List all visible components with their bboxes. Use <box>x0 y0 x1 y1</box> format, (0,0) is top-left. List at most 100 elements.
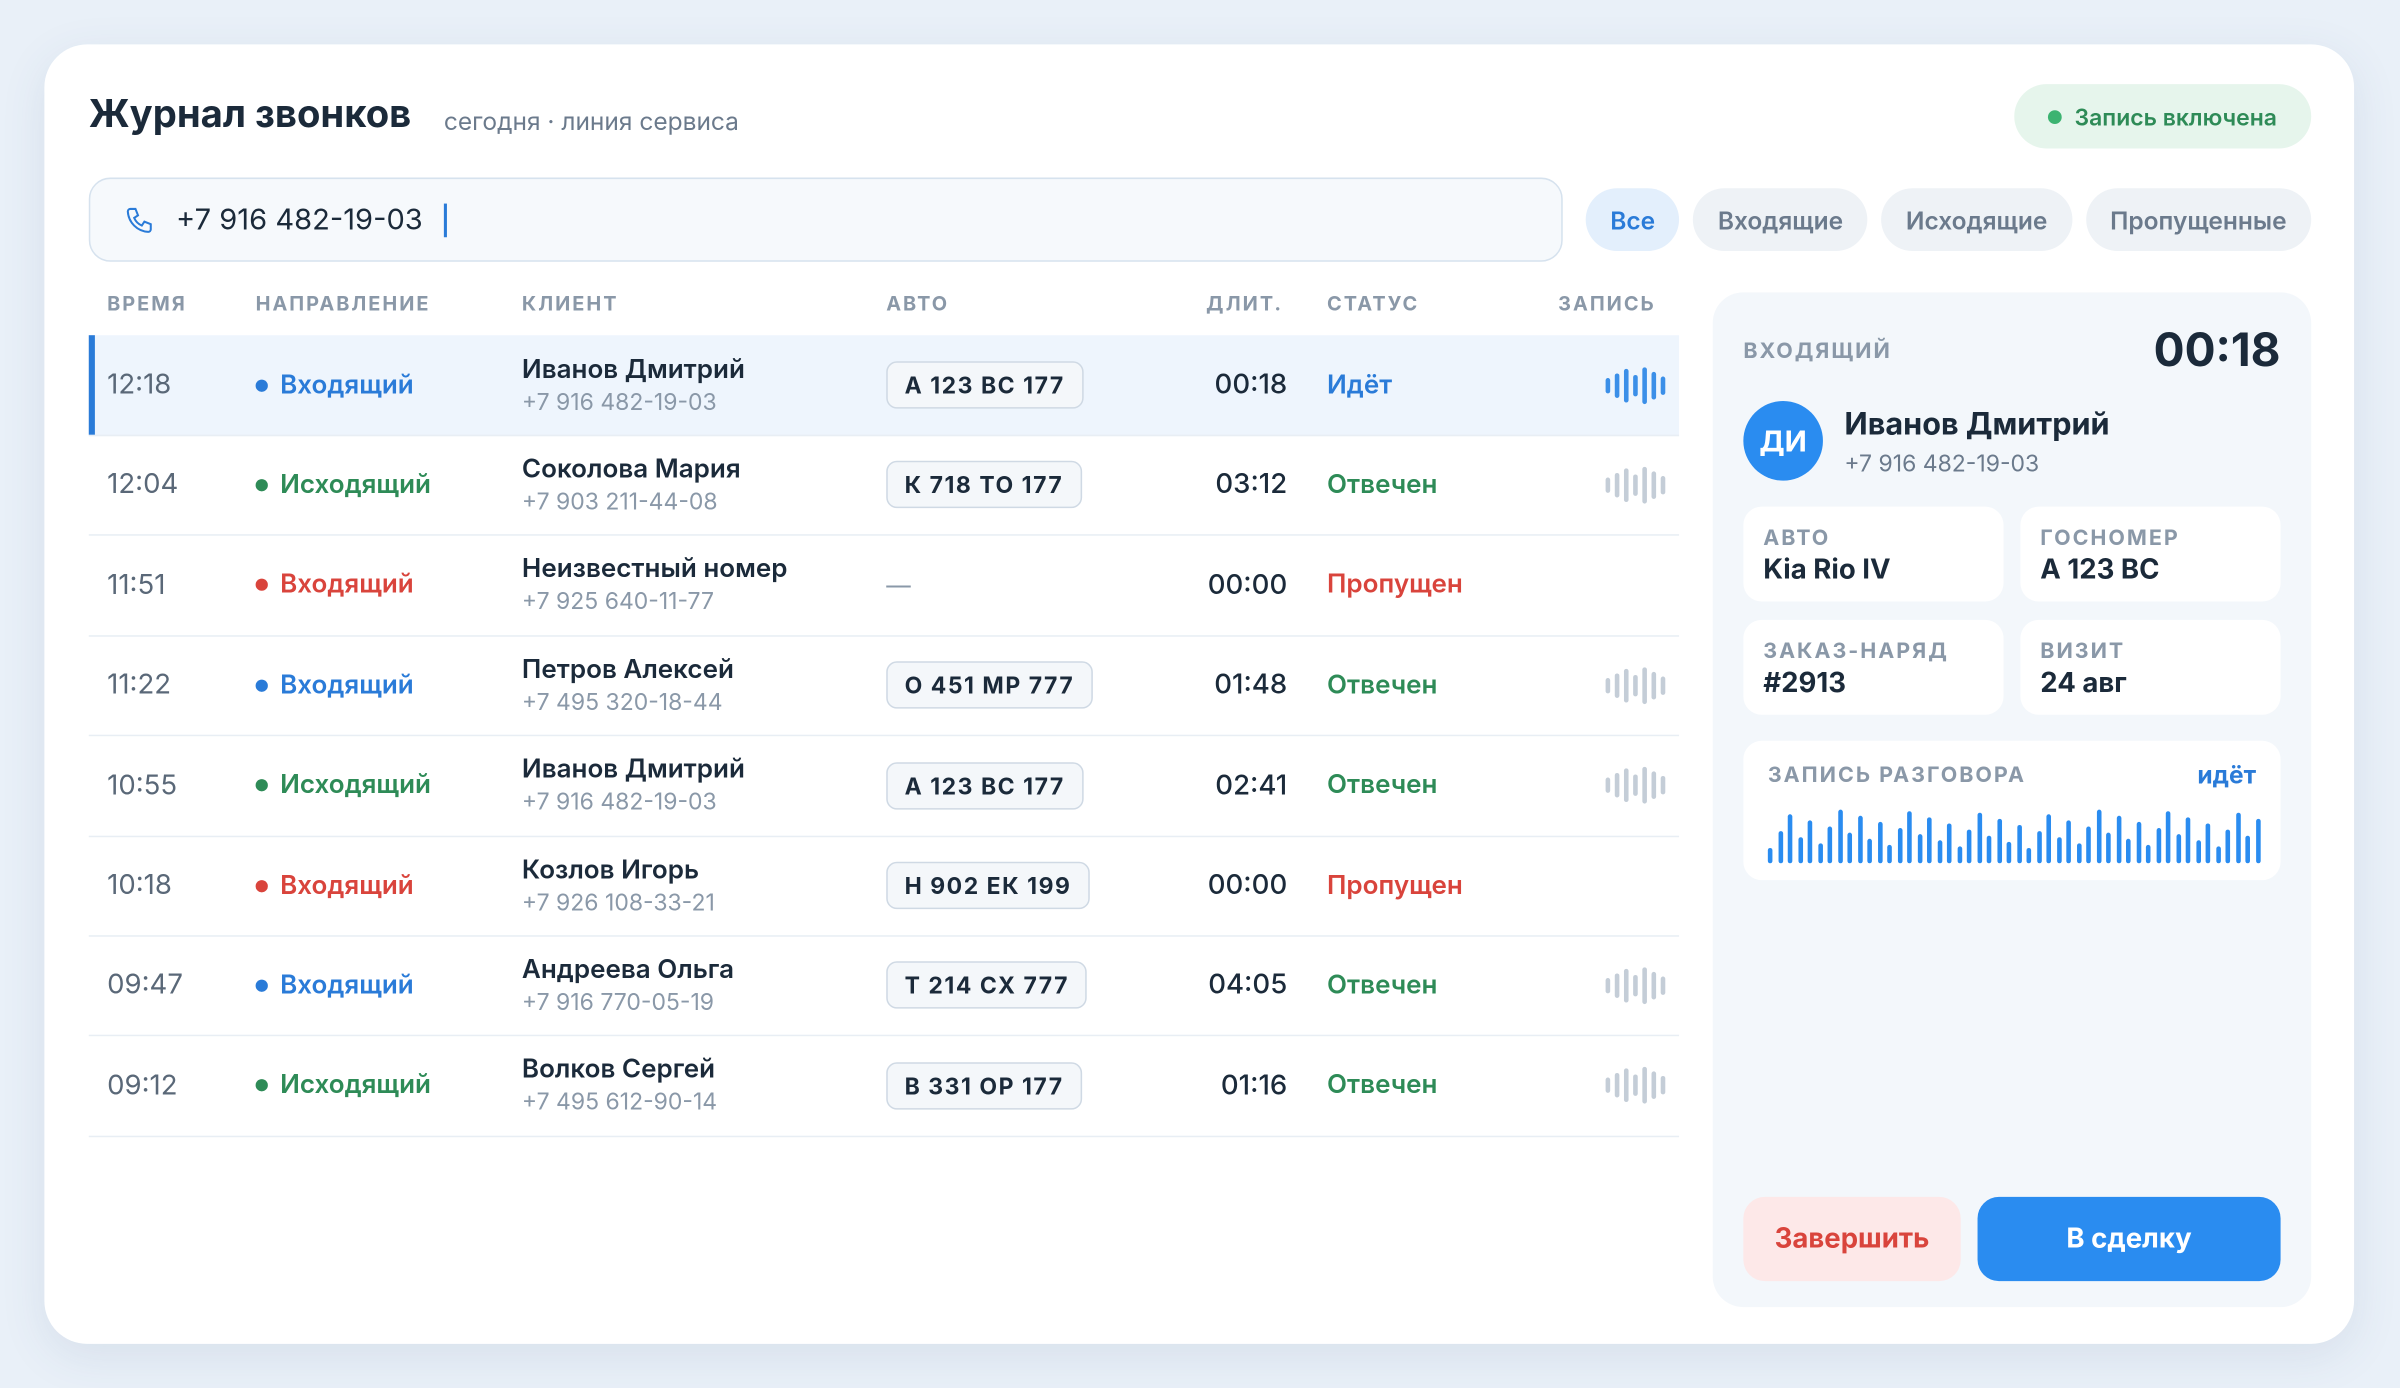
direction: Входящий <box>255 335 414 434</box>
call-row[interactable]: 10:18 Входящий Козлов Игорь +7 926 108-33-2… <box>88 836 1680 937</box>
direction: Входящий <box>255 936 414 1035</box>
wave-bar <box>1633 1074 1638 1097</box>
wave-bar <box>1651 471 1657 499</box>
wave-bar <box>2235 812 2241 864</box>
duration: 04:05 <box>1208 969 1288 1002</box>
recording-icon[interactable] <box>1605 635 1666 734</box>
wave-bar <box>1651 771 1657 800</box>
wave-bar <box>1817 843 1823 864</box>
recording-icon[interactable] <box>1605 335 1666 434</box>
time: 09:47 <box>107 969 183 1002</box>
detail-phone: +7 916 482-19-03 <box>1844 448 2040 478</box>
wave-bar <box>1633 674 1638 696</box>
call-row[interactable]: 11:51 Входящий Неизвестный номер +7 925 640… <box>88 535 1680 637</box>
wave-bar <box>1623 968 1629 1003</box>
wave-bar <box>1807 820 1813 864</box>
field-label: ЗАКАЗ-НАРЯД <box>1763 638 1949 665</box>
wave-bar <box>1605 677 1611 693</box>
subtitle: сегодня · линия сервиса <box>443 105 739 137</box>
recording-icon[interactable] <box>1605 736 1666 835</box>
title: Журнал звонков <box>88 91 412 138</box>
client-name: Волков Сергей <box>521 1055 716 1086</box>
direction: Исходящий <box>255 736 431 835</box>
wave-bar <box>1956 846 1962 864</box>
wave-bar <box>1837 809 1843 864</box>
wave-bar <box>1623 368 1629 402</box>
wave-bar <box>1605 777 1611 793</box>
call-row[interactable]: 09:12 Исходящий Волков Сергей +7 495 612-90… <box>88 1036 1680 1137</box>
client-name: Иванов Дмитрий <box>521 754 745 786</box>
wave-bar <box>2006 841 2012 864</box>
search[interactable]: +7 916 482-19-03 <box>88 177 1563 262</box>
client-phone: +7 926 108-33-21 <box>521 886 715 917</box>
direction-text: Исходящий <box>280 770 431 801</box>
detail-timer: 00:18 <box>2153 322 2281 379</box>
wave-bar <box>1614 472 1620 498</box>
waveform <box>1767 802 2260 864</box>
wave-bar <box>2215 846 2221 864</box>
detail-direction: ВХОДЯЩИЙ <box>1743 338 1892 365</box>
client: Соколова Мария +7 903 211-44-08 <box>522 435 741 534</box>
end-button[interactable]: Завершить <box>1743 1196 1961 1282</box>
client-phone: +7 925 640-11-77 <box>521 586 715 616</box>
status: Пропущен <box>1327 870 1463 901</box>
time: 10:18 <box>107 869 172 902</box>
time: 10:55 <box>107 769 178 802</box>
direction-dot <box>255 579 268 592</box>
client-name: Иванов Дмитрий <box>521 354 745 385</box>
recording-icon[interactable] <box>1605 1036 1666 1135</box>
wave-bar <box>1917 834 1922 864</box>
filter-pill[interactable]: Пропущенные <box>2085 188 2312 252</box>
wave-bar <box>2116 815 2121 864</box>
filter-pill[interactable]: Входящие <box>1693 188 1868 252</box>
plate: Н 902 ЕК 199 <box>886 861 1090 910</box>
plate: В 331 ОР 177 <box>886 1061 1082 1110</box>
wave-bar <box>2106 832 2111 864</box>
field-value: 24 авг <box>2040 667 2127 700</box>
filter-pill[interactable]: Все <box>1585 188 1680 252</box>
wave-bar <box>1614 672 1620 698</box>
recording-icon[interactable] <box>1605 435 1666 534</box>
wave-bar <box>1946 823 1952 864</box>
wave-bar <box>1633 474 1638 496</box>
wave-bar <box>1642 666 1647 704</box>
deal-button[interactable]: В сделку <box>1977 1196 2281 1282</box>
direction-dot <box>255 378 268 392</box>
wave-bar <box>1907 811 1912 864</box>
time: 11:22 <box>107 669 172 702</box>
client: Андреева Ольга +7 916 770-05-19 <box>522 936 734 1035</box>
call-row[interactable]: 09:47 Входящий Андреева Ольга +7 916 770-05… <box>88 936 1680 1037</box>
car: А 123 ВС 177 <box>886 736 1084 835</box>
car: О 451 МР 777 <box>886 635 1093 734</box>
wave-bar <box>1660 776 1666 795</box>
client-phone: +7 903 211-44-08 <box>521 486 718 516</box>
direction: Исходящий <box>255 1036 431 1135</box>
detail-name: Иванов Дмитрий <box>1844 405 2110 443</box>
wave-bar <box>1614 372 1620 398</box>
client-name: Неизвестный номер <box>521 554 788 586</box>
time: 11:51 <box>107 569 166 602</box>
call-row[interactable]: 10:55 Исходящий Иванов Дмитрий +7 916 482-1… <box>88 736 1680 837</box>
call-row[interactable]: 12:04 Исходящий Соколова Мария +7 903 211-4… <box>88 435 1680 537</box>
wave-bar <box>1767 847 1773 864</box>
duration: 02:41 <box>1215 769 1288 802</box>
wave-bar <box>1857 815 1862 864</box>
direction-text: Исходящий <box>280 1070 431 1101</box>
wave-bar <box>1633 374 1638 396</box>
wave-bar <box>1623 1068 1629 1103</box>
column-header: ВРЕМЯ <box>107 292 187 317</box>
client-phone: +7 495 320-18-44 <box>521 686 723 716</box>
direction: Исходящий <box>255 435 431 534</box>
client-phone: +7 916 770-05-19 <box>521 987 715 1017</box>
wave-bar <box>1642 366 1647 404</box>
call-row[interactable]: 12:18 Входящий Иванов Дмитрий +7 916 482-19… <box>88 335 1680 437</box>
client: Иванов Дмитрий +7 916 482-19-03 <box>522 335 745 434</box>
duration: 01:48 <box>1214 669 1288 702</box>
wave-bar <box>1660 976 1666 995</box>
status: Пропущен <box>1327 569 1463 601</box>
call-row[interactable]: 11:22 Входящий Петров Алексей +7 495 320-18… <box>88 635 1680 737</box>
recording-icon[interactable] <box>1605 936 1666 1035</box>
filter-pill[interactable]: Исходящие <box>1881 188 2072 252</box>
direction-dot <box>255 679 268 692</box>
wave-bar <box>1897 828 1902 864</box>
